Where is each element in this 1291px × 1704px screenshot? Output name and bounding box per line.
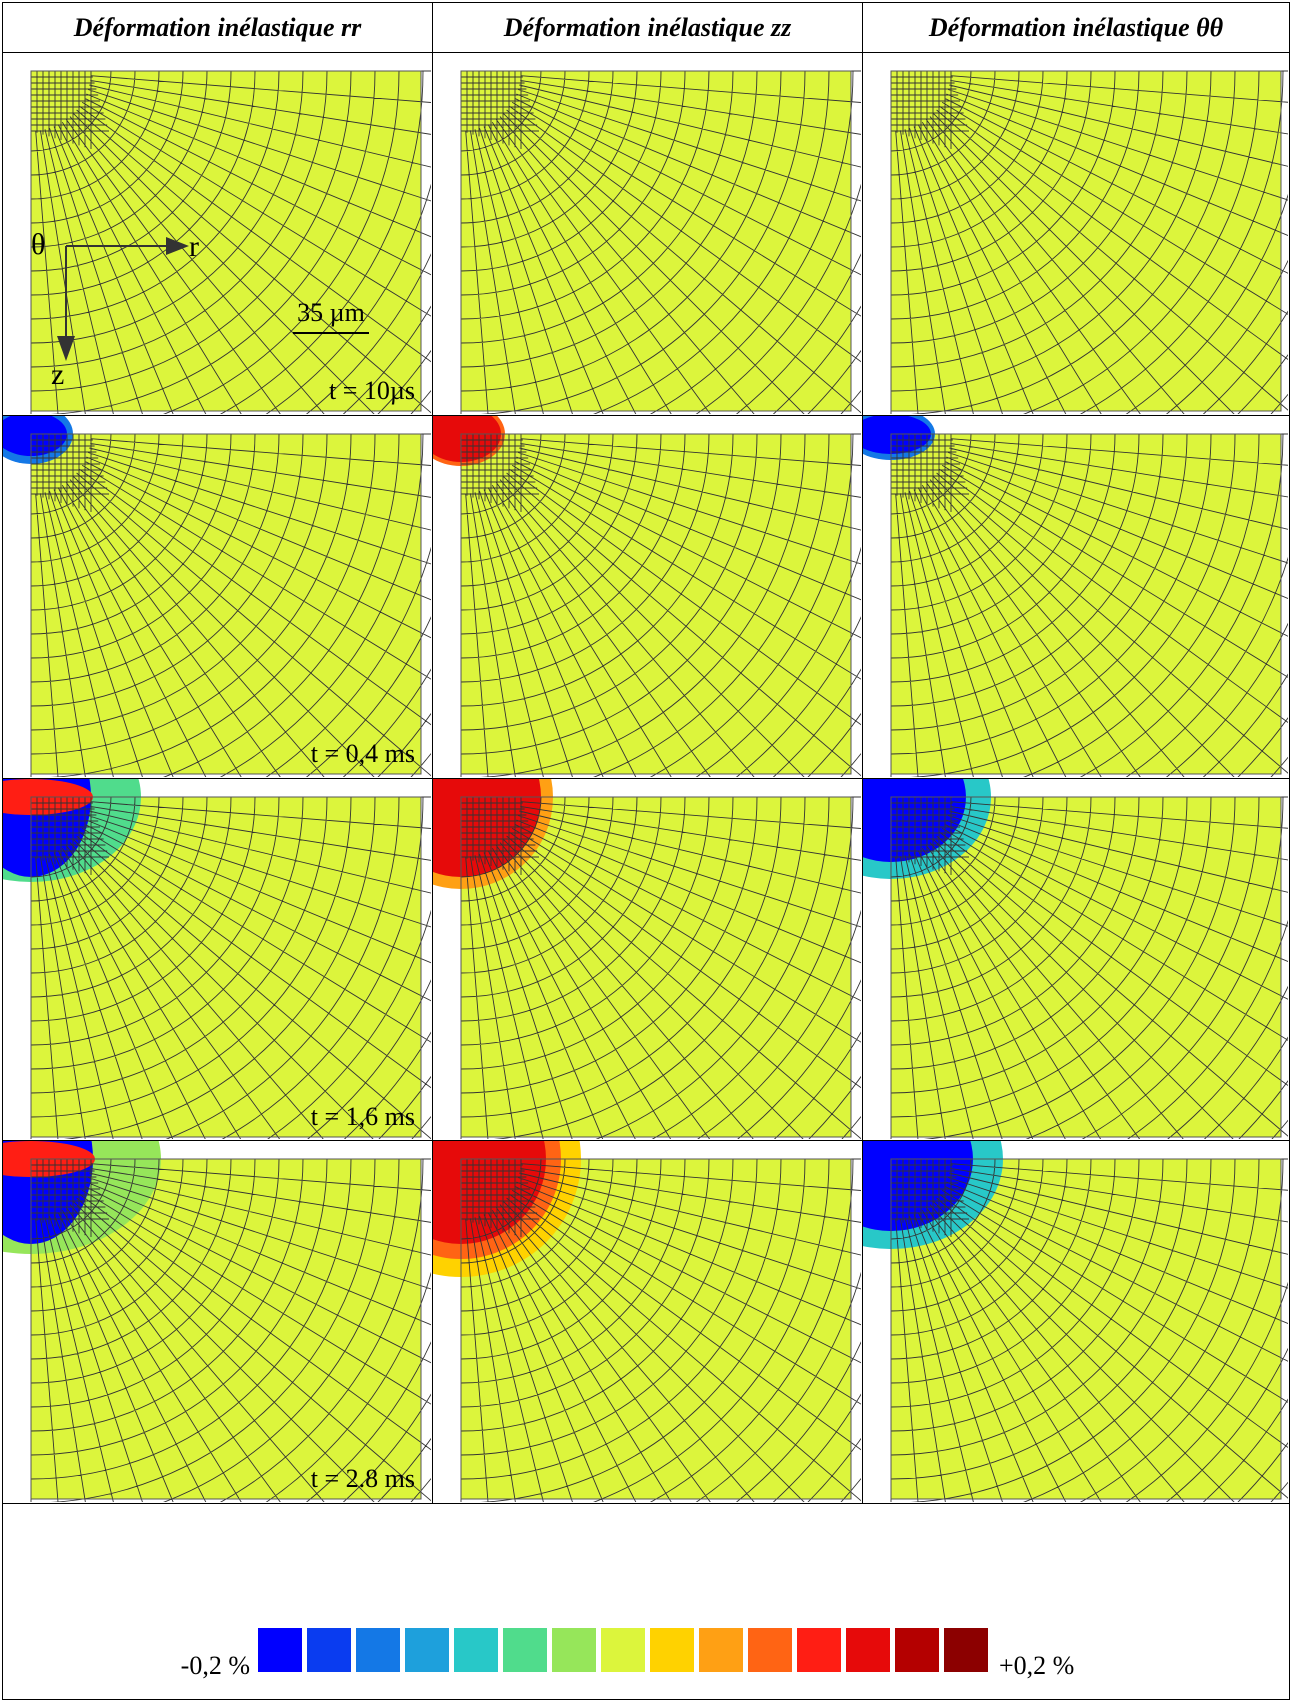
legend-cell: -0,2 % +0,2 % [2, 1503, 1290, 1700]
figure-cell [862, 1140, 1290, 1504]
plot: t = 2.8 ms [3, 1141, 431, 1502]
simulation-image [433, 1141, 861, 1502]
time-label: t = 0,4 ms [311, 739, 415, 768]
figure-cell: t = 0,4 ms [2, 415, 433, 779]
simulation-image: t = 10µs θ r z 35 µm [30, 70, 431, 414]
frame [890, 1158, 1282, 1500]
frame [890, 796, 1282, 1138]
color-legend: -0,2 % +0,2 % [181, 1628, 1074, 1680]
time-label: t = 2.8 ms [311, 1464, 415, 1493]
strain-zone [433, 779, 541, 877]
plot [460, 70, 861, 414]
figure-cell [432, 1140, 863, 1504]
legend-swatch [846, 1628, 890, 1672]
frame [460, 70, 852, 412]
frame [30, 70, 422, 412]
figure-cell [862, 415, 1290, 779]
frame [890, 70, 1282, 412]
strain-zone [863, 1141, 973, 1231]
simulation-image: t = 1,6 ms [3, 779, 431, 1139]
column-header: Déformation inélastique zz [432, 2, 863, 53]
simulation-image [433, 416, 861, 777]
figure-cell: t = 2.8 ms [2, 1140, 433, 1504]
figure-cell [432, 52, 863, 416]
figure-cell [432, 778, 863, 1141]
simulation-image [863, 1141, 1288, 1502]
figure-cell [862, 778, 1290, 1141]
legend-min-label: -0,2 % [181, 1651, 250, 1680]
figure-cell [432, 415, 863, 779]
frame [460, 1158, 852, 1500]
frame [30, 433, 422, 775]
plot [433, 779, 861, 1139]
simulation-image [433, 779, 861, 1139]
legend-swatch [258, 1628, 302, 1672]
simulation-image: t = 2.8 ms [3, 1141, 431, 1502]
figure-cell: t = 10µs θ r z 35 µm [2, 52, 433, 416]
time-label: t = 10µs [329, 376, 415, 405]
column-header: Déformation inélastique θθ [862, 2, 1290, 53]
plot [890, 70, 1288, 414]
legend-swatch [699, 1628, 743, 1672]
legend-swatch [356, 1628, 400, 1672]
simulation-image [863, 416, 1288, 777]
label-theta: θ [31, 228, 45, 261]
simulation-image [863, 779, 1288, 1139]
legend-swatch [944, 1628, 988, 1672]
legend-swatch [601, 1628, 645, 1672]
legend-swatch [405, 1628, 449, 1672]
plot [863, 416, 1288, 777]
frame [460, 796, 852, 1138]
label-r: r [189, 230, 199, 263]
plot: t = 10µs θ r z 35 µm [30, 70, 431, 414]
plot [433, 1141, 861, 1502]
strain-zone [863, 779, 966, 862]
simulation-image [460, 70, 861, 414]
frame [30, 796, 422, 1138]
frame [460, 433, 852, 775]
figure-cell [862, 52, 1290, 416]
legend-swatch [552, 1628, 596, 1672]
legend-swatch [797, 1628, 841, 1672]
legend-swatch [307, 1628, 351, 1672]
time-label: t = 1,6 ms [311, 1102, 415, 1131]
column-header: Déformation inélastique rr [2, 2, 433, 53]
plot [433, 416, 861, 777]
legend-swatch [895, 1628, 939, 1672]
frame [30, 1158, 422, 1500]
plot: t = 1,6 ms [3, 779, 431, 1139]
legend-swatch [748, 1628, 792, 1672]
legend-swatch [650, 1628, 694, 1672]
simulation-image [890, 70, 1288, 414]
scale-label: 35 µm [297, 298, 365, 327]
legend-max-label: +0,2 % [999, 1651, 1074, 1680]
plot [863, 1141, 1288, 1502]
plot: t = 0,4 ms [3, 416, 431, 777]
frame [890, 433, 1282, 775]
legend-swatch [503, 1628, 547, 1672]
figure-cell: t = 1,6 ms [2, 778, 433, 1141]
simulation-image: t = 0,4 ms [3, 416, 431, 777]
legend-swatch [454, 1628, 498, 1672]
label-z: z [51, 358, 64, 391]
arrow-z [57, 336, 75, 361]
plot [863, 779, 1288, 1139]
arrow-r [166, 237, 189, 255]
